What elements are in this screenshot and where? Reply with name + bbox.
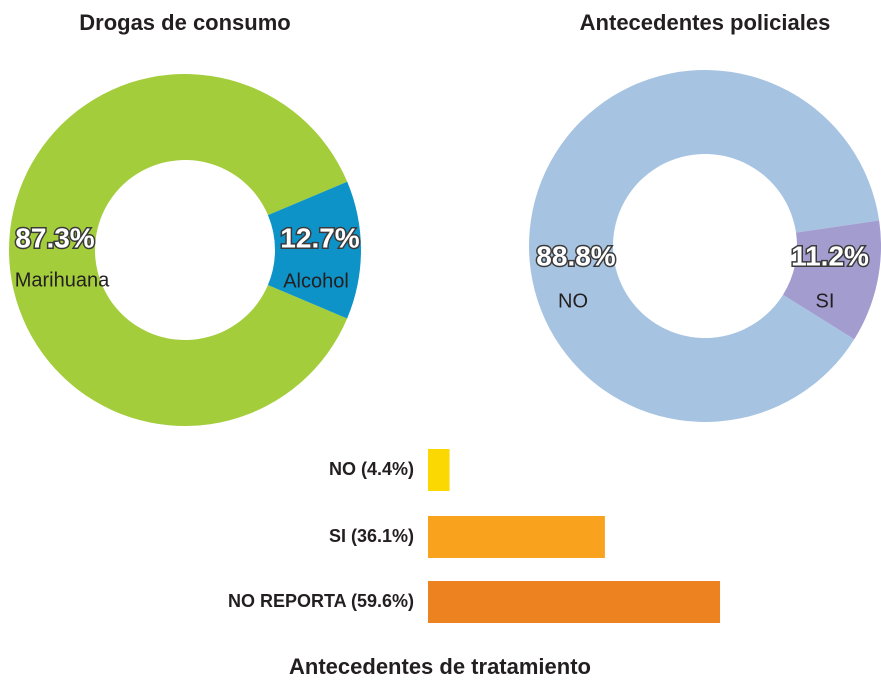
pie-slice [529,70,880,422]
bar [428,449,450,491]
category-label: NO (4.4%) [329,459,414,479]
category-label: NO [558,290,588,312]
pie-slice [9,74,348,427]
category-label: Marihuana [15,269,110,291]
pie-slice [783,220,881,340]
category-label: Alcohol [283,270,349,292]
category-label: NO REPORTA (59.6%) [228,591,414,611]
category-label: SI (36.1%) [329,526,414,546]
value-label: 12.7% [280,222,359,253]
value-label: 11.2% [791,240,869,271]
bar [428,581,721,623]
chart-title: Antecedentes de tratamiento [289,654,591,679]
chart-title: Antecedentes policiales [580,10,831,35]
pie-slice [267,181,361,319]
value-label: 87.3% [15,222,94,253]
bar [428,516,605,558]
value-label: 88.8% [536,240,615,271]
category-label: SI [816,290,835,312]
chart-title: Drogas de consumo [79,10,290,35]
